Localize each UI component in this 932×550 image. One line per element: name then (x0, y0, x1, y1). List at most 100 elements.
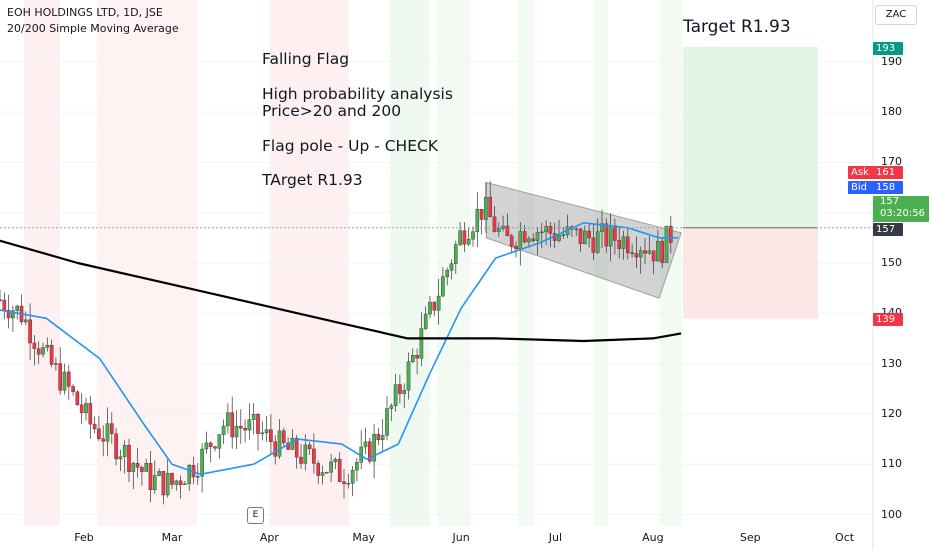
time-tick-label: Apr (259, 531, 279, 544)
candle-up (647, 250, 652, 254)
candle-down (604, 223, 609, 247)
candle-down (109, 423, 114, 434)
symbol-title[interactable]: EOH HOLDINGS LTD, 1D, JSE (7, 6, 163, 19)
candle-up (466, 238, 471, 245)
candle-down (135, 463, 140, 468)
candle-up (290, 437, 295, 450)
candle-down (522, 231, 527, 243)
candle-up (656, 240, 660, 262)
candle-down (0, 299, 2, 301)
candle-down (398, 384, 402, 394)
candle-up (325, 472, 329, 474)
candle-up (195, 476, 200, 478)
candle-down (273, 441, 278, 457)
candle-up (144, 463, 149, 472)
candle-down (548, 226, 553, 234)
candle-up (131, 463, 136, 472)
candle-up (234, 426, 239, 438)
candle-up (535, 232, 540, 241)
candle-down (66, 371, 71, 387)
candle-down (71, 386, 75, 393)
candle-down (368, 441, 372, 462)
candle-down (337, 458, 342, 482)
price-tick-label: 130 (881, 356, 902, 370)
candle-down (488, 196, 493, 218)
candle-down (307, 444, 312, 450)
candle-up (363, 441, 368, 448)
candle-down (531, 238, 535, 241)
candle-up (411, 355, 415, 362)
candle-down (415, 355, 419, 359)
candle-down (148, 463, 153, 491)
candle-down (208, 442, 213, 447)
candle-up (436, 295, 441, 311)
currency-button[interactable]: ZAC (875, 5, 917, 25)
candle-down (492, 216, 497, 232)
time-tick-label: May (352, 531, 376, 544)
annotation-price-condition[interactable]: Price>20 and 200 (262, 102, 402, 120)
candle-up (247, 419, 252, 431)
price-tick-label: 110 (881, 457, 902, 471)
candle-down (634, 253, 639, 258)
candle-down (509, 235, 514, 247)
candle-down (342, 481, 346, 484)
earnings-event-icon[interactable]: E (247, 507, 264, 524)
price-tick-label: 120 (881, 406, 902, 420)
indicator-title[interactable]: 20/200 Simple Moving Average (7, 22, 179, 35)
position-boxes (683, 46, 818, 319)
candle-up (595, 231, 600, 253)
candle-up (497, 228, 501, 232)
candle-down (294, 437, 299, 458)
candle-up (385, 408, 389, 436)
stop-price-label: 139 (873, 313, 903, 326)
candle-down (127, 444, 131, 472)
candle-up (458, 230, 462, 245)
candle-up (454, 244, 458, 264)
time-tick-label: Jun (452, 531, 470, 544)
candle-up (518, 231, 523, 250)
candle-down (660, 240, 664, 263)
annotation-probability[interactable]: High probability analysis (262, 85, 453, 103)
candle-down (312, 448, 316, 464)
candle-up (320, 472, 325, 476)
candle-up (428, 301, 432, 315)
time-tick-label: Mar (161, 531, 183, 544)
price-tick-label: 150 (881, 256, 902, 269)
moving-averages (0, 222, 682, 476)
candle-up (260, 432, 265, 435)
candle-down (140, 467, 144, 472)
candle-down (101, 438, 105, 442)
candle-up (350, 470, 355, 484)
last-price-value: 157 (880, 196, 900, 207)
candle-down (617, 240, 621, 249)
candle-up (557, 234, 561, 241)
candle-down (88, 403, 93, 425)
ask-price-label: 161 (873, 166, 903, 179)
candle-up (221, 425, 226, 435)
price-tick-label: 170 (881, 155, 902, 169)
candle-down (32, 342, 37, 349)
candle-down (6, 310, 11, 319)
candle-up (118, 456, 123, 460)
candle-up (45, 345, 50, 348)
annotation-target-note[interactable]: TArget R1.93 (262, 171, 363, 189)
candle-down (282, 430, 286, 444)
candle-down (170, 473, 174, 485)
bar-countdown: 03:20:56 (880, 208, 925, 219)
time-tick-label: Oct (835, 531, 855, 544)
candle-down (630, 252, 634, 254)
annotation-falling-flag[interactable]: Falling Flag (262, 50, 350, 68)
annotation-flag-pole[interactable]: Flag pole - Up - CHECK (262, 137, 438, 155)
candle-up (419, 328, 424, 359)
target-label[interactable]: Target R1.93 (683, 17, 791, 37)
candle-up (621, 236, 626, 249)
candle-down (626, 236, 630, 253)
candle-up (333, 458, 338, 463)
candle-down (36, 348, 41, 355)
candle-down (514, 245, 518, 250)
candle-up (329, 461, 333, 473)
candle-up (174, 480, 179, 485)
candle-down (587, 230, 591, 239)
candle-up (84, 403, 88, 414)
